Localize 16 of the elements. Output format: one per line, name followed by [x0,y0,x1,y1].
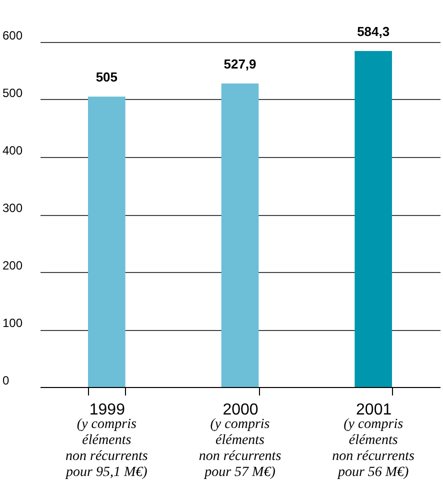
y-tick-label: 200 [2,258,23,272]
text: (y compris éléments non récurrents pour 56 M€) [332,417,416,480]
x-tick-label: 2000 [222,402,258,418]
data-label: 527,9 [224,56,256,72]
text: (y compris éléments non récurrents pour 95,1 M€) [65,417,148,480]
y-tick-label: 100 [2,316,23,330]
y-tick-label: 0 [2,374,10,388]
y-tick-label: 500 [2,86,23,100]
y-tick-label: 300 [2,201,23,215]
x-tick-label: 2001 [356,402,392,418]
data-label: 584,3 [357,24,390,40]
y-tick-label: 400 [2,144,23,158]
data-label: 505 [96,70,118,85]
x-tick-label: 1999 [89,402,126,418]
y-tick-label: 600 [2,28,23,42]
text: (y compris éléments non récurrents pour 57 M€) [198,417,282,480]
